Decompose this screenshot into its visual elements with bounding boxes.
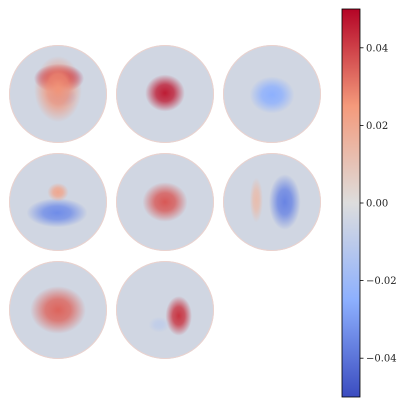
field-blob bbox=[145, 74, 185, 112]
panel-rim bbox=[223, 45, 321, 143]
panel-rim bbox=[9, 153, 107, 251]
heatmap-panel-3 bbox=[223, 45, 321, 143]
colorbar-tick-label: 0.02 bbox=[366, 121, 388, 132]
heatmap-panel-8 bbox=[116, 261, 214, 359]
colorbar-tick-label: 0.04 bbox=[366, 43, 388, 54]
colorbar: 0.04 0.02 0.00 −0.02 −0.04 bbox=[341, 8, 397, 398]
field-blob bbox=[26, 198, 88, 228]
heatmap-panel-1 bbox=[9, 45, 107, 143]
panel-rim bbox=[116, 153, 214, 251]
panel-rim bbox=[116, 261, 214, 359]
field-blob bbox=[249, 177, 263, 223]
field-blob bbox=[249, 76, 295, 114]
field-blob bbox=[148, 316, 170, 333]
panel-field bbox=[249, 174, 301, 230]
field-blob bbox=[268, 174, 301, 230]
heatmap-panel-5 bbox=[116, 153, 214, 251]
field-blob bbox=[165, 296, 192, 336]
panel-field bbox=[30, 286, 86, 334]
colorbar-tick-label: −0.02 bbox=[366, 276, 397, 287]
panel-field bbox=[142, 182, 188, 222]
field-blob bbox=[47, 182, 69, 202]
panel-rim bbox=[9, 45, 107, 143]
colorbar-gradient bbox=[342, 9, 360, 397]
panel-field bbox=[26, 182, 88, 228]
field-blob bbox=[30, 286, 86, 334]
heatmap-panel-6 bbox=[223, 153, 321, 251]
heatmap-panel-2 bbox=[116, 45, 214, 143]
field-blob bbox=[34, 56, 82, 123]
field-blob bbox=[142, 182, 188, 222]
panel-rim bbox=[223, 153, 321, 251]
panel-background bbox=[116, 261, 214, 359]
colorbar-tick-label: −0.04 bbox=[366, 354, 397, 365]
panel-field bbox=[33, 56, 85, 123]
panel-field bbox=[145, 74, 185, 112]
panel-rim bbox=[116, 45, 214, 143]
heatmap-panel-7 bbox=[9, 261, 107, 359]
panel-grid bbox=[9, 45, 321, 359]
colorbar-tick-label: 0.00 bbox=[366, 199, 388, 210]
panel-field bbox=[148, 296, 192, 336]
heatmap-panel-4 bbox=[9, 153, 107, 251]
panel-rim bbox=[9, 261, 107, 359]
panel-field bbox=[249, 76, 295, 114]
